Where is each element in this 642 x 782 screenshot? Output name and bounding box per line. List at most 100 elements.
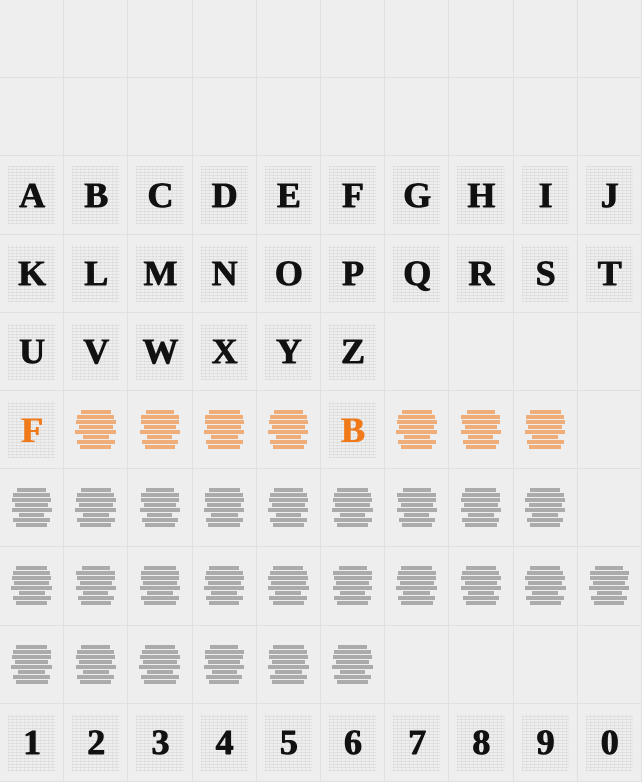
glyph-cell[interactable]: S bbox=[514, 235, 578, 313]
glyph-cell[interactable]: E bbox=[257, 156, 321, 234]
glyph-K: K bbox=[18, 255, 45, 291]
glyph-cell[interactable]: V bbox=[64, 313, 128, 391]
text-scrap-cell[interactable] bbox=[128, 469, 192, 547]
glyph-G: G bbox=[403, 177, 430, 213]
glyph-cell[interactable]: 1 bbox=[0, 704, 64, 782]
text-scrap-cell[interactable] bbox=[0, 469, 64, 547]
text-scrap-cell[interactable] bbox=[128, 626, 192, 704]
glyph-U: U bbox=[19, 333, 44, 369]
glyph-cell[interactable]: C bbox=[128, 156, 192, 234]
text-scrap-cell[interactable] bbox=[128, 547, 192, 625]
glyph-cell[interactable]: 0 bbox=[578, 704, 642, 782]
text-scrap-cell[interactable] bbox=[321, 469, 385, 547]
text-scrap-cell[interactable] bbox=[449, 391, 513, 469]
glyph-cell[interactable]: 9 bbox=[514, 704, 578, 782]
empty-cell bbox=[449, 0, 513, 78]
text-scrap-cell[interactable] bbox=[193, 391, 257, 469]
glyph-cell[interactable]: G bbox=[385, 156, 449, 234]
glyph-X: X bbox=[212, 333, 237, 369]
glyph-cell[interactable]: 3 bbox=[128, 704, 192, 782]
text-scrap-cell[interactable] bbox=[385, 547, 449, 625]
empty-cell bbox=[385, 313, 449, 391]
glyph-F: F bbox=[342, 177, 363, 213]
text-scrap-cell[interactable] bbox=[0, 547, 64, 625]
glyph-C: C bbox=[147, 177, 172, 213]
glyph-R: R bbox=[468, 255, 493, 291]
empty-cell bbox=[193, 78, 257, 156]
glyph-cell[interactable]: B bbox=[321, 391, 385, 469]
glyph-1: 1 bbox=[23, 724, 40, 760]
text-scrap-cell[interactable] bbox=[128, 391, 192, 469]
text-scrap-cell[interactable] bbox=[64, 391, 128, 469]
empty-cell bbox=[0, 78, 64, 156]
text-scrap-cell[interactable] bbox=[449, 469, 513, 547]
text-scrap-cell[interactable] bbox=[514, 469, 578, 547]
glyph-cell[interactable]: 4 bbox=[193, 704, 257, 782]
empty-cell bbox=[578, 78, 642, 156]
text-scrap-cell[interactable] bbox=[64, 547, 128, 625]
glyph-cell[interactable]: M bbox=[128, 235, 192, 313]
glyph-cell[interactable]: B bbox=[64, 156, 128, 234]
empty-cell bbox=[321, 0, 385, 78]
glyph-cell[interactable]: X bbox=[193, 313, 257, 391]
glyph-cell[interactable]: W bbox=[128, 313, 192, 391]
glyph-cell[interactable]: 6 bbox=[321, 704, 385, 782]
text-scrap-cell[interactable] bbox=[0, 626, 64, 704]
text-scrap-cell[interactable] bbox=[257, 626, 321, 704]
text-scrap-cell[interactable] bbox=[257, 391, 321, 469]
empty-cell bbox=[578, 626, 642, 704]
glyph-N: N bbox=[212, 255, 237, 291]
glyph-cell[interactable]: U bbox=[0, 313, 64, 391]
glyph-O: O bbox=[275, 255, 302, 291]
empty-cell bbox=[64, 78, 128, 156]
glyph-cell[interactable]: 7 bbox=[385, 704, 449, 782]
glyph-cell[interactable]: I bbox=[514, 156, 578, 234]
glyph-9: 9 bbox=[537, 724, 554, 760]
text-scrap-cell[interactable] bbox=[321, 626, 385, 704]
text-scrap-cell[interactable] bbox=[193, 547, 257, 625]
glyph-cell[interactable]: L bbox=[64, 235, 128, 313]
text-scrap-cell[interactable] bbox=[193, 469, 257, 547]
empty-cell bbox=[449, 78, 513, 156]
empty-cell bbox=[257, 0, 321, 78]
glyph-cell[interactable]: 8 bbox=[449, 704, 513, 782]
text-scrap-cell[interactable] bbox=[514, 391, 578, 469]
empty-cell bbox=[514, 0, 578, 78]
text-scrap-cell[interactable] bbox=[64, 469, 128, 547]
text-scrap-cell[interactable] bbox=[257, 547, 321, 625]
glyph-cell[interactable]: F bbox=[0, 391, 64, 469]
text-scrap-cell[interactable] bbox=[514, 547, 578, 625]
text-scrap-cell[interactable] bbox=[385, 469, 449, 547]
empty-cell bbox=[578, 0, 642, 78]
text-scrap-cell[interactable] bbox=[385, 391, 449, 469]
glyph-cell[interactable]: Z bbox=[321, 313, 385, 391]
glyph-cell[interactable]: P bbox=[321, 235, 385, 313]
glyph-cell[interactable]: O bbox=[257, 235, 321, 313]
glyph-cell[interactable]: 5 bbox=[257, 704, 321, 782]
text-scrap-cell[interactable] bbox=[449, 547, 513, 625]
glyph-7: 7 bbox=[408, 724, 425, 760]
glyph-cell[interactable]: D bbox=[193, 156, 257, 234]
glyph-cell[interactable]: J bbox=[578, 156, 642, 234]
glyph-cell[interactable]: Q bbox=[385, 235, 449, 313]
empty-cell bbox=[321, 78, 385, 156]
empty-cell bbox=[514, 78, 578, 156]
glyph-cell[interactable]: R bbox=[449, 235, 513, 313]
glyph-cell[interactable]: Y bbox=[257, 313, 321, 391]
text-scrap-cell[interactable] bbox=[321, 547, 385, 625]
glyph-cell[interactable]: K bbox=[0, 235, 64, 313]
text-scrap-cell[interactable] bbox=[64, 626, 128, 704]
glyph-cell[interactable]: F bbox=[321, 156, 385, 234]
text-scrap-cell[interactable] bbox=[193, 626, 257, 704]
glyph-cell[interactable]: T bbox=[578, 235, 642, 313]
glyph-cell[interactable]: H bbox=[449, 156, 513, 234]
glyph-cell[interactable]: A bbox=[0, 156, 64, 234]
glyph-cell[interactable]: 2 bbox=[64, 704, 128, 782]
empty-cell bbox=[514, 313, 578, 391]
glyph-S: S bbox=[536, 255, 555, 291]
text-scrap-cell[interactable] bbox=[578, 547, 642, 625]
glyph-Z: Z bbox=[341, 333, 364, 369]
glyph-L: L bbox=[84, 255, 107, 291]
text-scrap-cell[interactable] bbox=[257, 469, 321, 547]
glyph-cell[interactable]: N bbox=[193, 235, 257, 313]
